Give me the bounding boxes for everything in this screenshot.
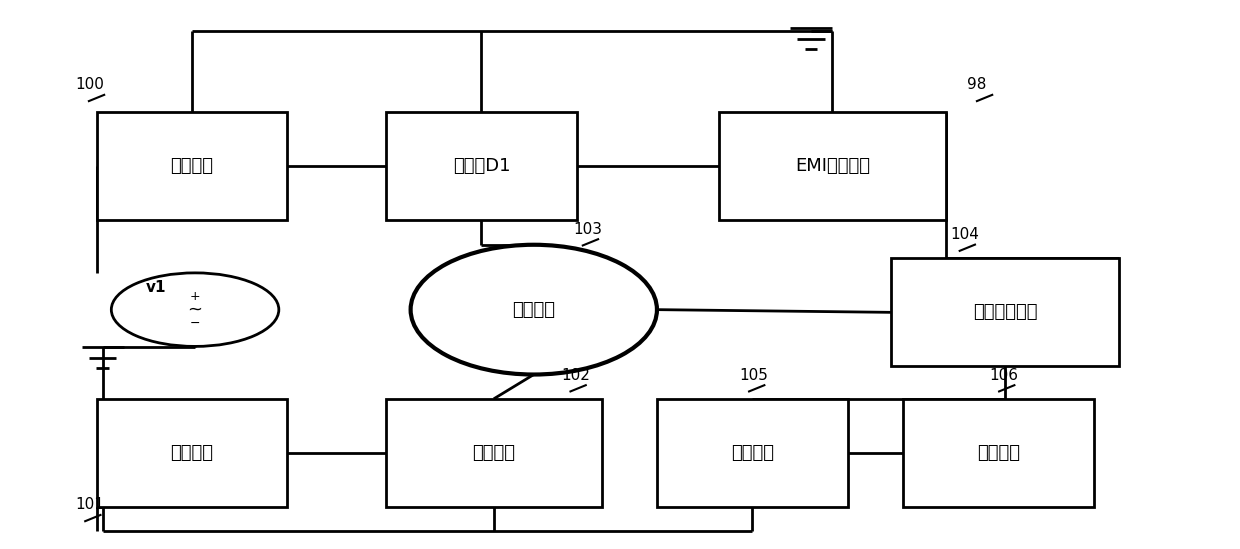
Text: 动态调节电路: 动态调节电路 <box>972 304 1037 321</box>
Bar <box>657 399 848 507</box>
Text: 104: 104 <box>950 227 978 242</box>
Text: 泄放电路: 泄放电路 <box>170 444 213 462</box>
Bar <box>386 399 601 507</box>
Ellipse shape <box>410 245 657 374</box>
Text: 偏置电路: 偏置电路 <box>472 444 516 462</box>
Text: 101: 101 <box>76 497 104 512</box>
Bar <box>97 113 288 221</box>
Text: 控制单元: 控制单元 <box>512 301 556 318</box>
Text: 103: 103 <box>573 222 603 237</box>
Text: EMI滤波电路: EMI滤波电路 <box>795 158 870 175</box>
Ellipse shape <box>112 273 279 346</box>
Bar <box>97 399 288 507</box>
Text: ~: ~ <box>187 301 202 318</box>
Text: 输出电路: 输出电路 <box>730 444 774 462</box>
Text: +: + <box>190 290 201 303</box>
Text: 负载阵列: 负载阵列 <box>977 444 1021 462</box>
Text: 98: 98 <box>967 77 987 92</box>
Bar <box>386 113 577 221</box>
Text: 开关电路: 开关电路 <box>170 158 213 175</box>
Text: v1: v1 <box>146 280 166 295</box>
Bar <box>892 258 1118 366</box>
Text: 106: 106 <box>990 368 1018 383</box>
Text: 100: 100 <box>76 77 104 92</box>
Bar <box>718 113 946 221</box>
Bar <box>903 399 1094 507</box>
Text: −: − <box>190 317 201 330</box>
Text: 102: 102 <box>560 368 590 383</box>
Text: 整流桥D1: 整流桥D1 <box>453 158 510 175</box>
Text: 105: 105 <box>739 368 769 383</box>
